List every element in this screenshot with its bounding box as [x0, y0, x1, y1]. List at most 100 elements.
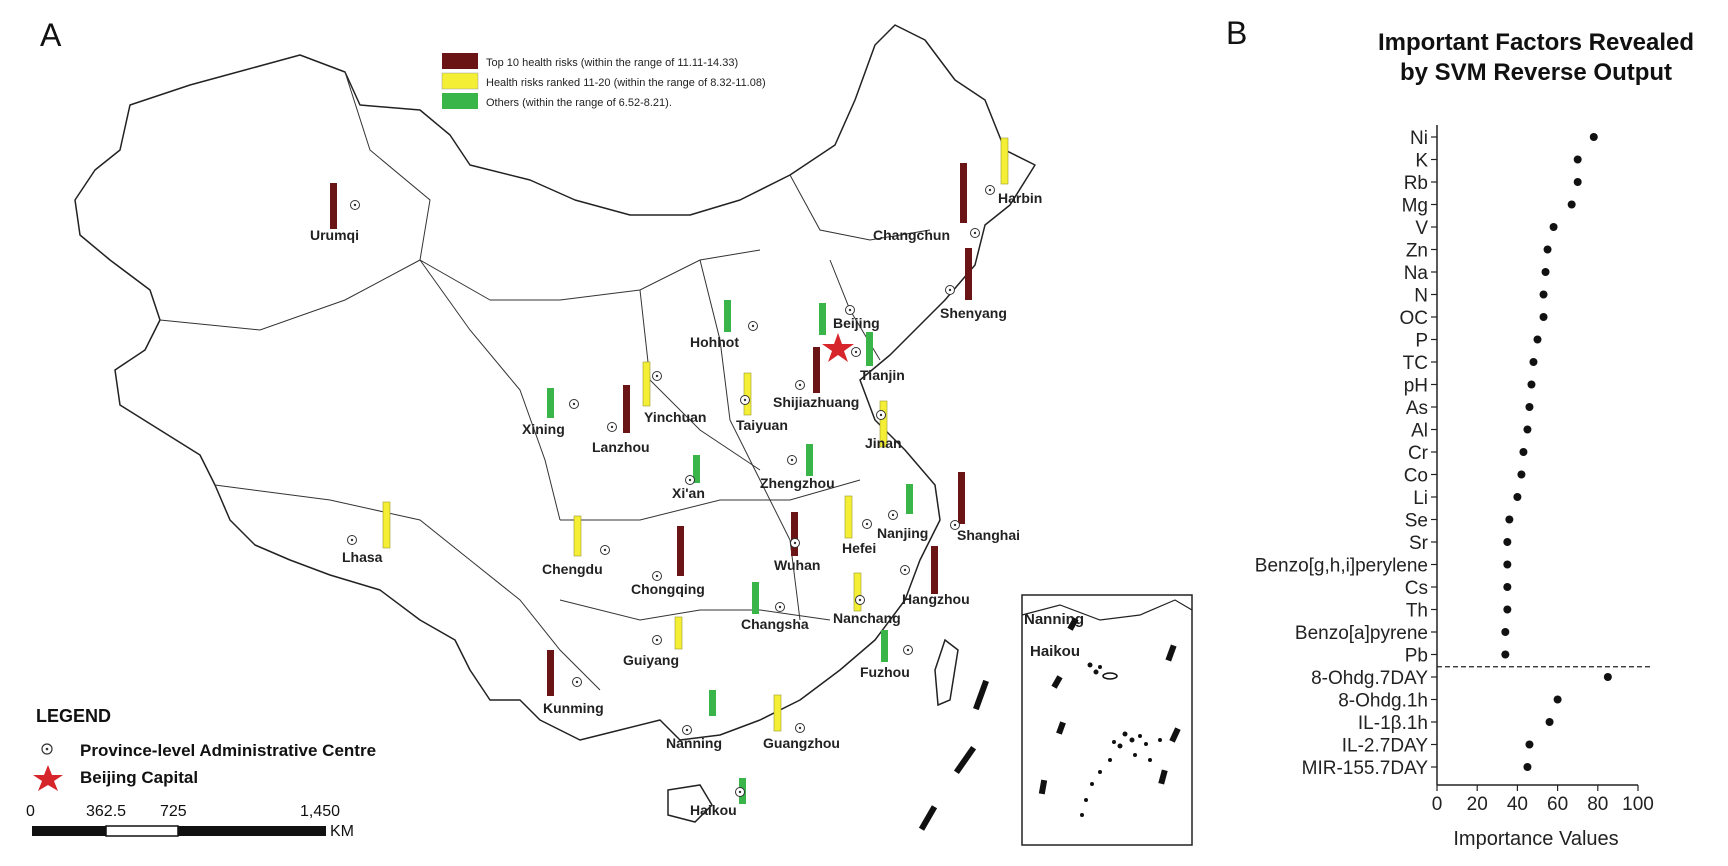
y-tick-label: Al	[1411, 421, 1428, 442]
city-label-hangzhou: Hangzhou	[902, 591, 970, 607]
y-tick-label: Benzo[a]pyrene	[1295, 623, 1428, 644]
risk-bar-guiyang	[674, 616, 683, 650]
city-label-xian: Xi'an	[672, 485, 705, 501]
nine-dash-line	[918, 679, 989, 831]
city-label-shijiazhuang: Shijiazhuang	[773, 394, 859, 410]
y-tick-label: MIR-155.7DAY	[1302, 758, 1429, 779]
y-tick-label: Se	[1405, 511, 1428, 532]
data-point	[1573, 178, 1582, 186]
x-tick-label: 0	[1432, 794, 1443, 815]
risk-bar-urumqi	[330, 183, 337, 229]
x-tick-label: 40	[1507, 794, 1528, 815]
risk-bar-shijiazhuang	[813, 347, 820, 393]
y-tick-label: 8-Ohdg.1h	[1338, 691, 1428, 712]
risk-bar-nanchang	[853, 572, 862, 612]
risk-legend-swatch-rank11-20	[441, 72, 479, 90]
panel-a-map: A Top 10 health risks (within the range …	[26, 17, 1193, 846]
city-label-tianjin: Tianjin	[860, 367, 905, 383]
data-point	[1523, 763, 1532, 771]
city-label-jinan: Jinan	[865, 435, 902, 451]
city-label-shenyang: Shenyang	[940, 305, 1007, 321]
y-tick-label: Ni	[1410, 128, 1428, 149]
scale-tick-2: 725	[160, 803, 187, 820]
city-layer: Urumqi Harbin Changchun Shenyang Beijing Hohh…	[310, 137, 1042, 818]
y-tick-label: Sr	[1409, 533, 1429, 554]
data-point	[1545, 718, 1554, 726]
city-label-guangzhou: Guangzhou	[763, 735, 840, 751]
risk-bar-tianjin	[866, 332, 873, 366]
data-point	[1513, 493, 1522, 501]
risk-bar-fuzhou	[881, 630, 888, 662]
y-tick-label: 8-Ohdg.7DAY	[1311, 668, 1428, 689]
y-tick-label: IL-1β.1h	[1358, 713, 1428, 734]
y-tick-label: Rb	[1404, 173, 1428, 194]
risk-legend-text-top10: Top 10 health risks (within the range of…	[486, 57, 738, 69]
data-point	[1539, 313, 1548, 321]
risk-bar-hangzhou	[931, 546, 938, 594]
taiwan-outline	[934, 638, 959, 707]
y-tick-label: Pb	[1405, 646, 1428, 667]
scale-tick-0: 0	[26, 803, 35, 820]
scale-tick-1: 362.5	[86, 803, 126, 820]
data-point	[1503, 605, 1512, 614]
beijing-capital-star-icon	[822, 333, 854, 362]
city-label-zhengzhou: Zhengzhou	[760, 475, 835, 491]
y-tick-label: N	[1414, 286, 1428, 307]
city-label-hefei: Hefei	[842, 540, 876, 556]
data-point	[1503, 538, 1512, 546]
y-tick-label: Th	[1406, 601, 1428, 622]
y-tick-label: IL-2.7DAY	[1342, 736, 1429, 757]
data-point	[1533, 335, 1542, 344]
city-label-kunming: Kunming	[543, 700, 604, 716]
city-label-fuzhou: Fuzhou	[860, 664, 910, 680]
data-point	[1603, 673, 1612, 681]
data-point	[1529, 358, 1538, 366]
city-label-nanchang: Nanchang	[833, 610, 901, 626]
risk-bar-chongqing	[677, 526, 684, 576]
scale-bar: 0 362.5 725 1,450 KM	[26, 803, 354, 840]
y-tick-label: Mg	[1402, 196, 1428, 217]
data-point	[1549, 223, 1558, 231]
panel-b-label: B	[1226, 15, 1247, 51]
data-point	[1523, 425, 1532, 434]
data-point	[1541, 268, 1550, 276]
scale-tick-3: 1,450	[300, 803, 340, 820]
data-point	[1501, 650, 1510, 659]
city-label-lanzhou: Lanzhou	[592, 439, 650, 455]
city-label-nanjing: Nanjing	[877, 525, 928, 541]
risk-bar-jinan	[879, 400, 888, 448]
risk-bar-lanzhou	[623, 385, 630, 433]
y-tick-label: Cs	[1405, 578, 1428, 599]
risk-bar-harbin	[1000, 137, 1009, 185]
risk-bar-xian	[693, 455, 700, 483]
risk-bar-xining	[547, 388, 554, 418]
y-tick-label: Na	[1404, 263, 1429, 284]
risk-bar-kunming	[547, 650, 554, 696]
hainan-outline	[667, 784, 713, 823]
risk-legend: Top 10 health risks (within the range of…	[441, 53, 766, 109]
risk-bar-lhasa	[382, 501, 391, 549]
risk-bar-guangzhou	[773, 694, 782, 732]
risk-bar-changchun	[960, 163, 967, 223]
data-point	[1567, 200, 1576, 209]
x-tick-label: 60	[1547, 794, 1568, 815]
y-tick-label: V	[1415, 218, 1428, 239]
y-tick-label: Benzo[g,h,i]perylene	[1255, 556, 1428, 577]
y-tick-label: K	[1415, 151, 1428, 172]
data-point	[1589, 133, 1598, 141]
x-tick-label: 80	[1587, 794, 1608, 815]
y-tick-label: As	[1406, 398, 1428, 419]
city-label-changchun: Changchun	[873, 227, 950, 243]
risk-bar-beijing	[819, 303, 826, 335]
city-label-wuhan: Wuhan	[774, 557, 820, 573]
data-point	[1517, 470, 1526, 479]
data-point	[1539, 290, 1548, 299]
city-label-chengdu: Chengdu	[542, 561, 603, 577]
chart-title-line2: by SVM Reverse Output	[1400, 59, 1672, 86]
risk-bar-shanghai	[958, 472, 965, 524]
risk-legend-text-rank11-20: Health risks ranked 11-20 (within the ra…	[486, 77, 766, 89]
city-label-taiyuan: Taiyuan	[736, 417, 788, 433]
data-point	[1519, 448, 1528, 456]
y-tick-label: pH	[1404, 376, 1428, 397]
